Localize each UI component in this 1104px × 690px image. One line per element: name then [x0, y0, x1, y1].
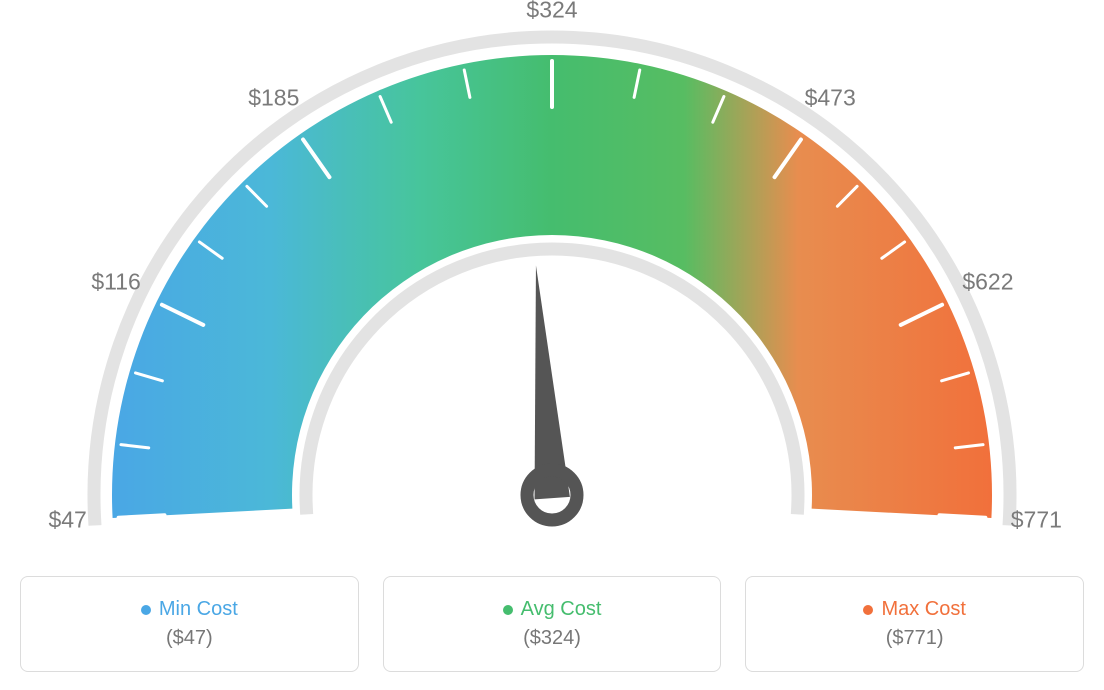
gauge-tick-label: $185	[248, 84, 299, 111]
gauge-tick-label: $116	[91, 269, 140, 296]
legend-avg-card: Avg Cost ($324)	[383, 576, 722, 672]
gauge-tick-label: $47	[48, 507, 86, 534]
legend-min-card: Min Cost ($47)	[20, 576, 359, 672]
gauge-area: $47 $116 $185 $324 $473 $622 $771	[0, 0, 1104, 560]
legend-avg-dot	[503, 605, 513, 615]
gauge-tick-label: $324	[526, 0, 577, 24]
legend-avg-label: Avg Cost	[521, 598, 602, 621]
gauge-tick-label: $473	[805, 84, 856, 111]
legend-row: Min Cost ($47) Avg Cost ($324) Max Cost …	[20, 576, 1084, 672]
gauge-tick-label: $622	[962, 269, 1013, 296]
legend-avg-value: ($324)	[523, 627, 581, 650]
legend-max-card: Max Cost ($771)	[745, 576, 1084, 672]
legend-avg-top: Avg Cost	[503, 598, 602, 621]
legend-min-top: Min Cost	[141, 598, 238, 621]
gauge-tick-label: $771	[1011, 507, 1062, 534]
legend-max-dot	[863, 605, 873, 615]
gauge-svg	[0, 0, 1104, 560]
legend-min-dot	[141, 605, 151, 615]
legend-max-value: ($771)	[886, 627, 944, 650]
cost-gauge-chart: $47 $116 $185 $324 $473 $622 $771 Min Cost ($4…	[0, 0, 1104, 690]
legend-max-label: Max Cost	[881, 598, 965, 621]
legend-max-top: Max Cost	[863, 598, 965, 621]
legend-min-label: Min Cost	[159, 598, 238, 621]
legend-min-value: ($47)	[166, 627, 213, 650]
